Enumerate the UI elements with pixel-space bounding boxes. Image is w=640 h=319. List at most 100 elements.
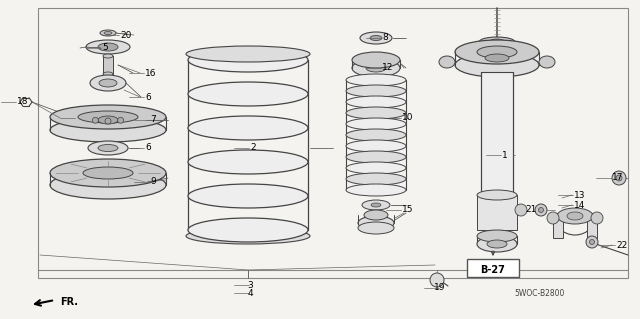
Ellipse shape bbox=[346, 107, 406, 119]
Bar bbox=[553, 213, 563, 238]
Text: 11: 11 bbox=[382, 177, 394, 187]
Ellipse shape bbox=[477, 46, 517, 58]
Text: 22: 22 bbox=[616, 241, 627, 249]
Ellipse shape bbox=[358, 222, 394, 234]
Ellipse shape bbox=[539, 56, 555, 68]
Text: 6: 6 bbox=[145, 144, 151, 152]
Text: 8: 8 bbox=[382, 33, 388, 42]
Ellipse shape bbox=[188, 82, 308, 106]
Circle shape bbox=[430, 273, 444, 287]
Ellipse shape bbox=[90, 75, 126, 91]
Bar bbox=[481, 72, 513, 230]
Bar bbox=[467, 259, 519, 277]
Bar bbox=[587, 213, 597, 238]
Circle shape bbox=[118, 117, 124, 123]
Ellipse shape bbox=[188, 150, 308, 174]
Text: 5WOC-B2800: 5WOC-B2800 bbox=[515, 290, 565, 299]
Ellipse shape bbox=[591, 212, 603, 224]
Ellipse shape bbox=[346, 184, 406, 196]
Text: FR.: FR. bbox=[60, 297, 78, 307]
Ellipse shape bbox=[346, 85, 406, 97]
Text: 10: 10 bbox=[402, 114, 413, 122]
Ellipse shape bbox=[100, 30, 116, 36]
Ellipse shape bbox=[371, 203, 381, 207]
Ellipse shape bbox=[346, 162, 406, 174]
Ellipse shape bbox=[98, 145, 118, 152]
Text: 13: 13 bbox=[574, 190, 586, 199]
Ellipse shape bbox=[186, 228, 310, 244]
Ellipse shape bbox=[188, 116, 308, 140]
Ellipse shape bbox=[86, 40, 130, 54]
Ellipse shape bbox=[352, 52, 400, 68]
Ellipse shape bbox=[188, 218, 308, 242]
Text: 18: 18 bbox=[17, 98, 29, 107]
Ellipse shape bbox=[485, 54, 509, 62]
Ellipse shape bbox=[489, 39, 505, 45]
Text: 14: 14 bbox=[574, 201, 586, 210]
Ellipse shape bbox=[98, 116, 118, 124]
Ellipse shape bbox=[455, 53, 539, 77]
Ellipse shape bbox=[103, 54, 113, 58]
Ellipse shape bbox=[78, 111, 138, 123]
Ellipse shape bbox=[103, 72, 113, 76]
Bar bbox=[477, 195, 517, 230]
Ellipse shape bbox=[188, 184, 308, 208]
Ellipse shape bbox=[358, 216, 394, 230]
Ellipse shape bbox=[487, 240, 507, 248]
Ellipse shape bbox=[370, 35, 382, 41]
Text: 19: 19 bbox=[435, 284, 445, 293]
Text: 2: 2 bbox=[250, 144, 255, 152]
Ellipse shape bbox=[477, 236, 517, 252]
Ellipse shape bbox=[346, 129, 406, 141]
Text: 12: 12 bbox=[382, 63, 394, 72]
Ellipse shape bbox=[360, 32, 392, 44]
Circle shape bbox=[612, 171, 626, 185]
Ellipse shape bbox=[547, 212, 559, 224]
Circle shape bbox=[515, 204, 527, 216]
Text: 7: 7 bbox=[150, 115, 156, 124]
Bar bbox=[38, 8, 628, 278]
Ellipse shape bbox=[346, 173, 406, 185]
Text: 5: 5 bbox=[102, 43, 108, 53]
Ellipse shape bbox=[50, 118, 166, 142]
Ellipse shape bbox=[477, 230, 517, 242]
Ellipse shape bbox=[352, 59, 400, 77]
Ellipse shape bbox=[98, 43, 118, 51]
Text: 17: 17 bbox=[612, 174, 623, 182]
Ellipse shape bbox=[188, 48, 308, 72]
Text: 3: 3 bbox=[247, 280, 253, 290]
Ellipse shape bbox=[366, 64, 386, 72]
Circle shape bbox=[538, 207, 543, 212]
Text: 4: 4 bbox=[247, 288, 253, 298]
Ellipse shape bbox=[346, 118, 406, 130]
Ellipse shape bbox=[557, 208, 593, 224]
Ellipse shape bbox=[439, 56, 455, 68]
Text: 15: 15 bbox=[402, 205, 413, 214]
Ellipse shape bbox=[50, 105, 166, 129]
Ellipse shape bbox=[186, 46, 310, 62]
Text: 20: 20 bbox=[120, 31, 131, 40]
Text: 6: 6 bbox=[145, 93, 151, 101]
Text: 9: 9 bbox=[150, 177, 156, 187]
Text: 16: 16 bbox=[145, 69, 157, 78]
Ellipse shape bbox=[50, 159, 166, 187]
Circle shape bbox=[535, 204, 547, 216]
Ellipse shape bbox=[364, 210, 388, 220]
Circle shape bbox=[586, 236, 598, 248]
Ellipse shape bbox=[99, 79, 117, 87]
Ellipse shape bbox=[455, 40, 539, 64]
Ellipse shape bbox=[346, 140, 406, 152]
Ellipse shape bbox=[346, 74, 406, 86]
Ellipse shape bbox=[346, 151, 406, 163]
Circle shape bbox=[92, 117, 99, 123]
Circle shape bbox=[616, 175, 622, 181]
Ellipse shape bbox=[83, 167, 133, 179]
Circle shape bbox=[589, 240, 595, 244]
Text: 1: 1 bbox=[502, 151, 508, 160]
Ellipse shape bbox=[567, 212, 583, 220]
Text: B-27: B-27 bbox=[481, 265, 506, 275]
Ellipse shape bbox=[477, 190, 517, 200]
Ellipse shape bbox=[362, 200, 390, 210]
Ellipse shape bbox=[346, 96, 406, 108]
Circle shape bbox=[105, 118, 111, 124]
